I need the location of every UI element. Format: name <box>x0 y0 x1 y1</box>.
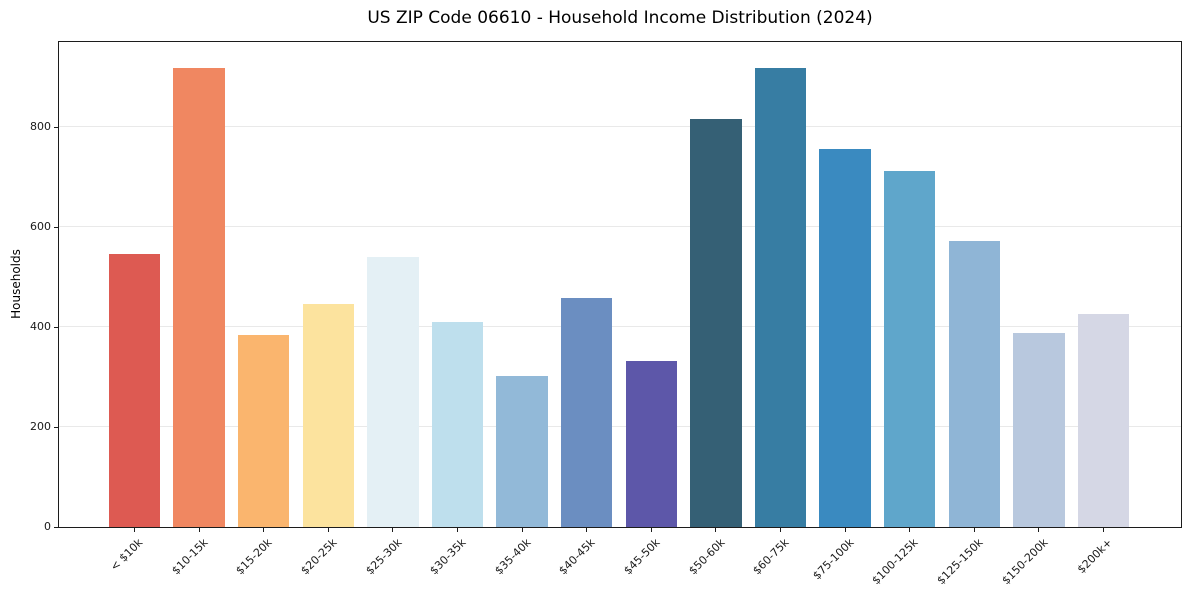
bar-$150-200k <box>1013 332 1065 527</box>
bar-$10-15k <box>173 67 225 527</box>
bar-$35-40k <box>496 376 548 527</box>
bar-$100-125k <box>883 171 936 527</box>
y-tick-mark <box>54 426 58 428</box>
x-tick-label: $125-150k <box>934 536 986 588</box>
y-tick-mark <box>54 526 58 528</box>
x-tick-mark <box>198 528 200 532</box>
x-tick-mark <box>780 528 781 532</box>
y-tick-mark <box>54 326 58 328</box>
x-tick-label: $10-15k <box>169 536 211 578</box>
y-tick-label: 600 <box>30 220 51 233</box>
x-tick-label: $200k+ <box>1074 536 1115 577</box>
x-tick-label: $20-25k <box>298 536 340 578</box>
y-axis-label: Households <box>9 249 23 319</box>
x-tick-label: $35-40k <box>492 536 534 578</box>
x-tick-mark <box>715 528 717 532</box>
y-tick-label: 800 <box>30 120 51 133</box>
y-tick-mark <box>54 126 58 128</box>
chart-title: US ZIP Code 06610 - Household Income Dis… <box>367 8 873 28</box>
x-tick-mark <box>263 528 265 532</box>
x-tick-label: $150-200k <box>998 536 1051 588</box>
x-tick-mark <box>327 528 329 532</box>
x-tick-mark <box>1038 528 1040 532</box>
y-tick-label: 0 <box>44 520 51 533</box>
y-tick-mark <box>54 226 58 228</box>
x-tick-mark <box>521 528 523 532</box>
plot-area <box>58 41 1182 528</box>
bar-$50-60k <box>690 119 742 527</box>
y-tick-label: 200 <box>30 420 51 433</box>
x-tick-label: $100-125k <box>869 536 921 588</box>
x-tick-label: $30-35k <box>427 536 469 578</box>
x-tick-label: $15-20k <box>233 536 275 578</box>
gridline <box>59 326 1181 327</box>
x-tick-label: $25-30k <box>362 536 405 578</box>
bar-$15-20k <box>237 334 290 527</box>
x-tick-label: < $10k <box>108 536 146 574</box>
gridline <box>59 126 1181 127</box>
gridline <box>59 426 1181 427</box>
bar-$25-30k <box>367 257 419 527</box>
bar-$200k+ <box>1077 313 1130 527</box>
x-tick-mark <box>844 528 846 532</box>
x-tick-mark <box>586 528 588 532</box>
x-tick-label: $45-50k <box>621 536 663 578</box>
bar-$60-75k <box>754 67 807 527</box>
bar-< $10k <box>108 254 161 527</box>
x-tick-mark <box>650 528 652 532</box>
x-tick-mark <box>1103 528 1104 532</box>
x-tick-label: $50-60k <box>685 536 728 578</box>
x-tick-mark <box>909 528 911 532</box>
x-tick-mark <box>457 528 458 532</box>
x-tick-label: $60-75k <box>750 536 792 578</box>
x-tick-label: $75-100k <box>810 536 857 583</box>
bar-$75-100k <box>819 148 871 527</box>
bar-$30-35k <box>431 322 484 527</box>
x-tick-mark <box>134 528 135 532</box>
bar-$125-150k <box>948 241 1001 527</box>
bar-$20-25k <box>302 303 355 527</box>
gridline <box>59 226 1181 227</box>
y-tick-label: 400 <box>30 320 51 333</box>
bar-$40-45k <box>560 297 613 527</box>
x-tick-mark <box>973 528 975 532</box>
x-tick-mark <box>392 528 394 532</box>
bar-$45-50k <box>625 360 678 527</box>
x-tick-label: $40-45k <box>556 536 598 578</box>
